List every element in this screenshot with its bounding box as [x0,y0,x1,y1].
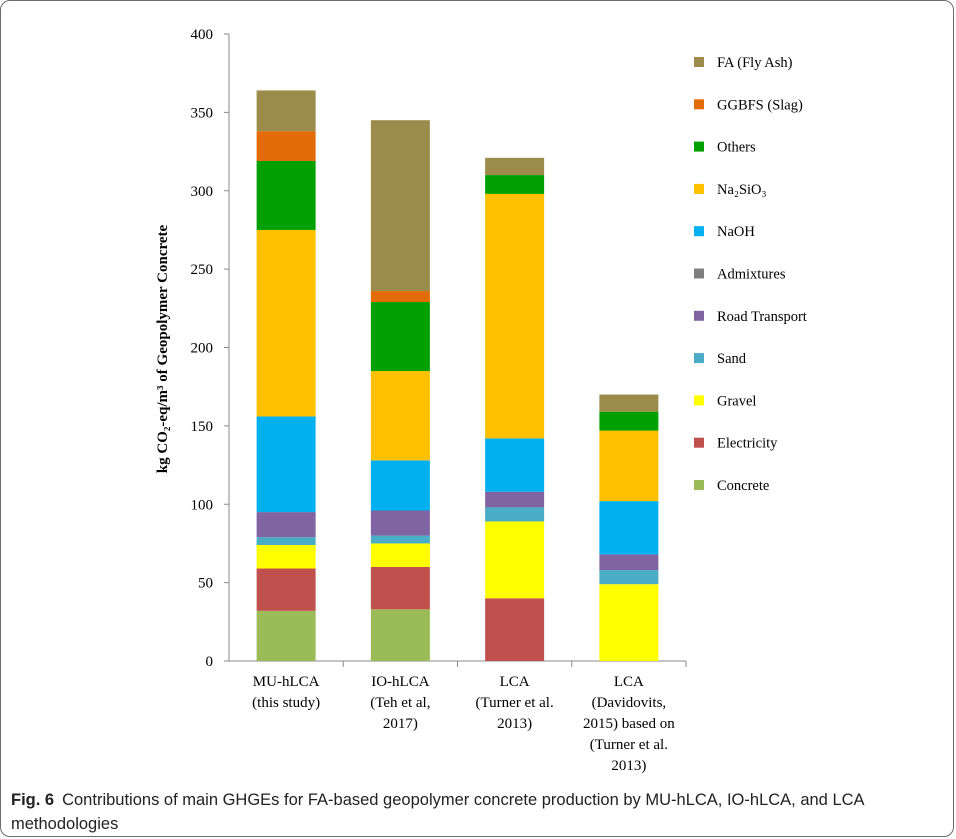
bar-segment-ggbfs-slag [256,131,316,161]
y-tick-label: 300 [191,184,214,200]
legend: FA (Fly Ash) GGBFS (Slag) Others Na₂SiO₃ NaO… [694,55,807,494]
legend-swatch [694,353,704,364]
legend-swatch [694,57,704,67]
y-tick-label: 350 [191,105,214,121]
y-tick-label: 150 [191,419,214,435]
bar-segment-fa-fly-ash [370,120,430,292]
legend-entry: Others [717,140,756,156]
bar-segment-sand [370,535,430,544]
bar-segment-concrete [256,610,316,661]
bar-segment-sand [599,570,659,585]
bar-segment-gravel [256,545,316,569]
category-label-line: 2015) based on [583,716,675,732]
bar-segment-naoh [485,438,545,492]
y-tick-label: 400 [191,27,214,43]
legend-entry: Road Transport [717,309,807,325]
category-label: LCA (Davidovits, 2015) based on (Turner et … [583,674,675,774]
legend-entry: Na₂SiO₃ [717,182,767,198]
bar-segment-road-transport [599,554,659,571]
bar-segment-others [599,411,659,431]
legend-entry: Electricity [717,436,778,452]
bar-segment-ggbfs-slag [370,291,430,303]
bar-segment-gravel [485,521,545,599]
bar-group [256,90,659,661]
category-label-line: MU-hLCA [253,674,320,690]
category-label-group: MU-hLCA (this study) IO-hLCA (Teh et al, 201… [252,661,687,774]
legend-entry: NaOH [717,224,755,240]
bar-segment-fa-fly-ash [485,157,545,176]
bar-segment-electricity [370,566,430,610]
category-label-line: 2013) [611,758,646,774]
bar-segment-electricity [256,568,316,611]
category-label-line: (Turner et al. [590,737,668,753]
y-tick-label: 50 [198,576,213,592]
bar-segment-concrete [370,609,430,661]
y-tick-label: 0 [206,654,214,670]
bar-segment-sand [256,537,316,546]
legend-entry: FA (Fly Ash) [717,55,793,71]
legend-swatch [694,99,704,110]
figure-caption: Fig. 6 Contributions of main GHGEs for FA… [11,788,947,836]
bar-segment-fa-fly-ash [256,90,316,132]
bar-segment-na-sio [370,371,430,461]
legend-swatch [694,268,704,279]
legend-swatch [694,437,704,448]
y-tick-label: 200 [191,341,214,357]
legend-entry: Gravel [717,393,756,409]
category-label-line: (Turner et al. [476,695,554,711]
stacked-bar-chart: 0 50 100 150 200 250 300 350 400 MU-hLCA (this st… [155,27,807,774]
legend-entry: GGBFS (Slag) [717,97,803,113]
bar-segment-fa-fly-ash [599,394,659,412]
legend-entry: Concrete [717,478,769,494]
category-label-line: 2017) [383,716,418,732]
bar-segment-naoh [256,416,316,513]
category-label-line: LCA [500,674,530,690]
legend-swatch [694,480,704,490]
bar-segment-gravel [370,543,430,567]
bar-segment-sand [485,507,545,522]
y-tick-label: 100 [191,497,214,513]
y-tick-label: 250 [191,262,214,278]
legend-swatch [694,310,704,321]
category-label: IO-hLCA (Teh et al, 2017) [370,674,430,732]
caption-text: Contributions of main GHGEs for FA-based… [11,791,864,833]
bar-segment-na-sio [599,430,659,502]
bar-segment-road-transport [256,512,316,538]
bar-segment-naoh [370,460,430,511]
bar-segment-na-sio [485,193,545,439]
category-label-line: 2013) [497,716,532,732]
legend-swatch [694,395,704,406]
caption-label: Fig. 6 [11,791,55,809]
bar-segment-others [370,302,430,372]
y-axis-title: kg CO₂-eq/m³ of Geopolymer Concrete [155,224,171,473]
category-label-line: LCA [614,674,644,690]
bar-segment-road-transport [485,491,545,508]
category-label-line: IO-hLCA [371,674,429,690]
bar-segment-naoh [599,501,659,555]
bar-segment-electricity [485,598,545,661]
bar-segment-others [485,175,545,194]
legend-swatch [694,141,704,152]
y-tick-group: 0 50 100 150 200 250 300 350 400 [191,27,229,670]
category-label-line: (Teh et al, [370,695,430,711]
bar-segment-road-transport [370,510,430,536]
category-label: MU-hLCA (this study) [252,674,320,711]
bar-segment-others [256,160,316,230]
legend-swatch [694,183,704,194]
legend-entry: Sand [717,351,747,367]
category-label-line: (this study) [252,695,320,711]
category-label-line: (Davidovits, [592,695,667,711]
legend-swatch [694,226,704,237]
bar-segment-na-sio [256,229,316,417]
legend-entry: Admixtures [717,267,786,283]
category-label: LCA (Turner et al. 2013) [476,674,554,732]
bar-segment-gravel [599,584,659,661]
